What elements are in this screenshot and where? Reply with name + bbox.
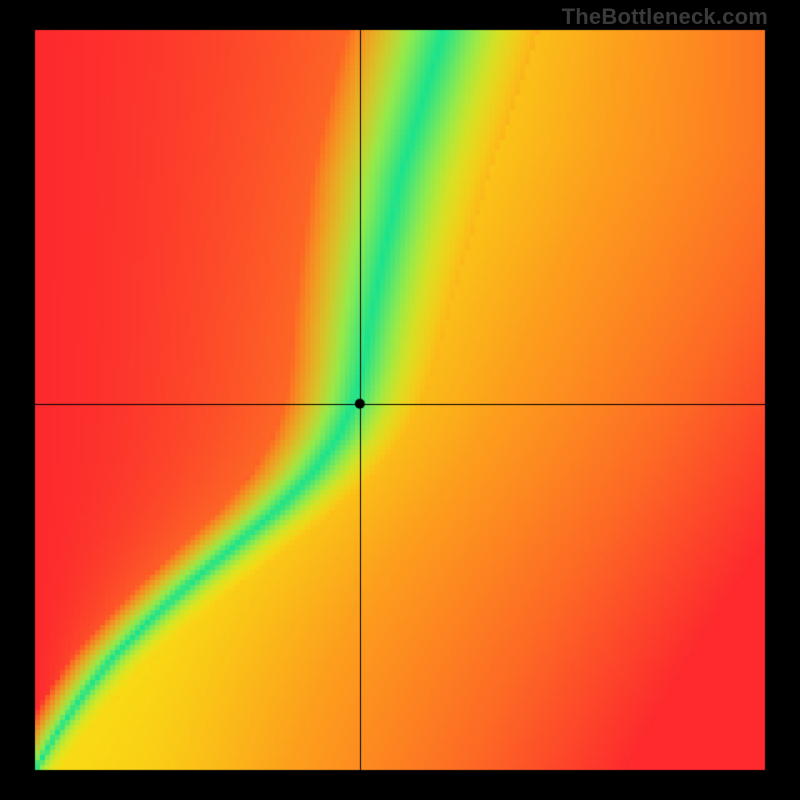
bottleneck-heatmap-canvas [0, 0, 800, 800]
watermark-text: TheBottleneck.com [562, 4, 768, 30]
